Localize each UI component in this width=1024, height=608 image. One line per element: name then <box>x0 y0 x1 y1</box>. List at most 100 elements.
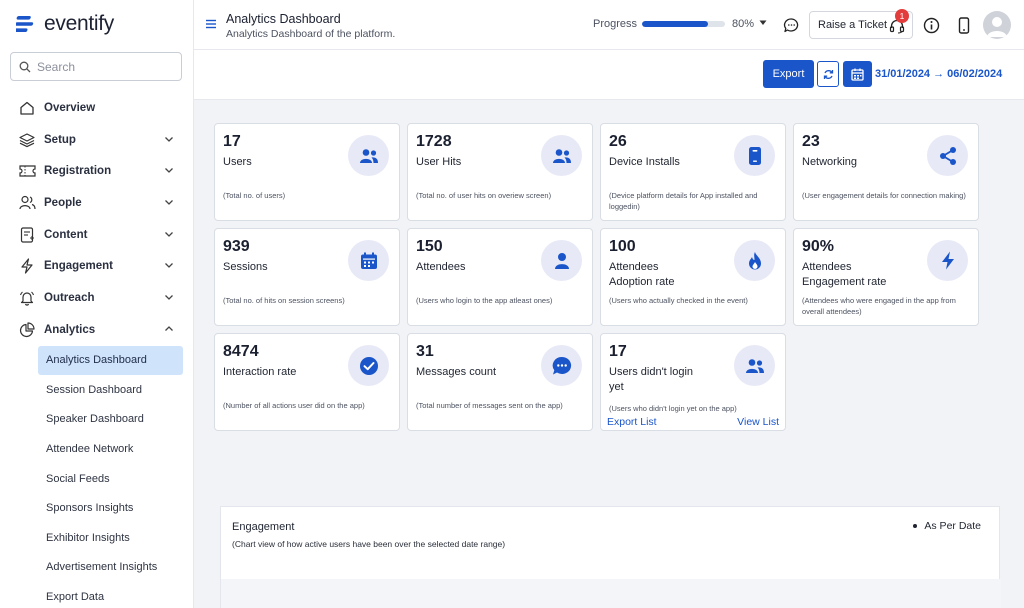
export-list-link[interactable]: Export List <box>607 416 657 428</box>
date-picker-button[interactable] <box>843 61 872 87</box>
stat-name: Attendees <box>416 261 466 273</box>
stat-description: (User engagement details for connection … <box>802 191 966 200</box>
submenu-speaker-dashboard[interactable]: Speaker Dashboard <box>46 413 144 426</box>
sidebar-item-label: Setup <box>44 133 76 146</box>
bolt-icon <box>927 240 968 281</box>
stat-value: 31 <box>416 343 434 360</box>
stat-name: Device Installs <box>609 156 680 168</box>
sidebar-item-people[interactable]: People <box>0 187 194 219</box>
home-icon <box>18 99 36 117</box>
page-title: Analytics Dashboard <box>226 12 341 26</box>
stat-name: Attendees Engagement rate <box>802 261 887 288</box>
users-icon <box>18 194 36 212</box>
refresh-icon <box>823 69 833 79</box>
chat-icon[interactable] <box>781 15 801 35</box>
sidebar-item-analytics[interactable]: Analytics <box>0 314 194 346</box>
engagement-chart-area <box>221 579 1001 608</box>
engagement-legend[interactable]: As Per Date <box>913 520 981 532</box>
chevron-down-icon <box>165 136 173 142</box>
stat-description: (Total number of messages sent on the ap… <box>416 401 563 410</box>
flame-icon <box>734 240 775 281</box>
stat-card-users: 17 Users (Total no. of users) <box>214 123 400 221</box>
search-icon <box>19 61 31 72</box>
refresh-button[interactable] <box>817 61 839 87</box>
stat-name: Interaction rate <box>223 366 297 378</box>
stat-name: User Hits <box>416 156 462 168</box>
stat-description: (Number of all actions user did on the a… <box>223 401 365 410</box>
calendar-icon <box>851 68 864 81</box>
share-icon <box>927 135 968 176</box>
calendar-icon <box>348 240 389 281</box>
stat-card-adoption-rate: 100 Attendees Adoption rate (Users who a… <box>600 228 786 326</box>
submenu-sponsors-insights[interactable]: Sponsors Insights <box>46 502 134 515</box>
submenu-advertisement-insights[interactable]: Advertisement Insights <box>46 561 158 574</box>
document-icon <box>18 226 36 244</box>
users-icon <box>734 345 775 386</box>
caret-down-icon[interactable] <box>759 20 767 26</box>
menu-icon[interactable] <box>206 19 216 29</box>
date-range-text[interactable]: 31/01/2024 → 06/02/2024 <box>875 68 1003 80</box>
sidebar-item-outreach[interactable]: Outreach <box>0 282 194 314</box>
ticket-icon <box>18 162 36 180</box>
stat-value: 17 <box>609 343 627 360</box>
legend-label: As Per Date <box>924 520 981 532</box>
stat-value: 26 <box>609 133 627 150</box>
submenu-export-data[interactable]: Export Data <box>46 591 105 604</box>
sidebar-item-overview[interactable]: Overview <box>0 92 194 124</box>
sidebar-item-label: People <box>44 196 82 209</box>
stat-value: 8474 <box>223 343 259 360</box>
user-avatar-icon <box>987 17 1007 37</box>
progress-fill <box>642 21 709 27</box>
submenu-attendee-network[interactable]: Attendee Network <box>46 443 134 456</box>
submenu-exhibitor-insights[interactable]: Exhibitor Insights <box>46 531 130 544</box>
stat-description: (Users who actually checked in the event… <box>609 296 748 305</box>
info-icon[interactable] <box>921 15 941 35</box>
stat-card-users-not-logged-in: 17 Users didn't login yet (Users who did… <box>600 333 786 431</box>
stat-card-messages-count: 31 Messages count (Total number of messa… <box>407 333 593 431</box>
stat-description: (Attendees who were engaged in the app f… <box>802 296 956 316</box>
stat-name: Attendees Adoption rate <box>609 261 675 288</box>
chevron-up-icon <box>165 325 173 331</box>
submenu-analytics-dashboard[interactable]: Analytics Dashboard <box>38 345 183 376</box>
stat-name: Networking <box>802 156 858 168</box>
search-input[interactable] <box>37 59 167 74</box>
stat-card-user-hits: 1728 User Hits (Total no. of user hits o… <box>407 123 593 221</box>
stat-value: 150 <box>416 238 443 255</box>
pie-chart-icon <box>18 321 36 339</box>
stat-value: 939 <box>223 238 250 255</box>
stat-card-networking: 23 Networking (User engagement details f… <box>793 123 979 221</box>
search-box[interactable] <box>10 52 182 81</box>
chevron-down-icon <box>165 263 173 269</box>
submenu-social-feeds[interactable]: Social Feeds <box>46 472 110 485</box>
brand-logo[interactable]: eventify <box>16 12 114 36</box>
stat-name: Sessions <box>223 261 268 273</box>
sidebar-item-engagement[interactable]: Engagement <box>0 250 194 282</box>
stat-description: (Device platform details for App install… <box>609 191 758 211</box>
submenu-session-dashboard[interactable]: Session Dashboard <box>46 383 143 396</box>
export-button[interactable]: Export <box>763 60 814 88</box>
person-icon <box>541 240 582 281</box>
view-list-link[interactable]: View List <box>737 416 779 428</box>
stat-value: 1728 <box>416 133 452 150</box>
stat-name: Users <box>223 156 252 168</box>
stat-description: (Users who login to the app atleast ones… <box>416 296 553 305</box>
progress-bar <box>642 21 725 27</box>
bell-icon <box>18 289 36 307</box>
stat-card-attendees: 150 Attendees (Users who login to the ap… <box>407 228 593 326</box>
sidebar-item-label: Content <box>44 228 88 241</box>
legend-dot-icon <box>913 524 918 528</box>
sidebar-item-registration[interactable]: Registration <box>0 155 194 187</box>
check-circle-icon <box>348 345 389 386</box>
sidebar-item-content[interactable]: Content <box>0 219 194 251</box>
brand-name: eventify <box>44 12 114 35</box>
users-icon <box>541 135 582 176</box>
sidebar-item-setup[interactable]: Setup <box>0 124 194 156</box>
mobile-icon[interactable] <box>954 15 974 35</box>
toolbar: Export 31/01/2024 → 06/02/2024 <box>194 50 1024 100</box>
stat-value: 17 <box>223 133 241 150</box>
sidebar-item-label: Registration <box>44 165 112 178</box>
eventify-logo-icon <box>16 16 34 32</box>
stat-name: Users didn't login yet <box>609 366 694 393</box>
avatar[interactable] <box>983 11 1011 39</box>
sidebar-nav: Overview Setup Registration People Conte… <box>0 92 194 608</box>
